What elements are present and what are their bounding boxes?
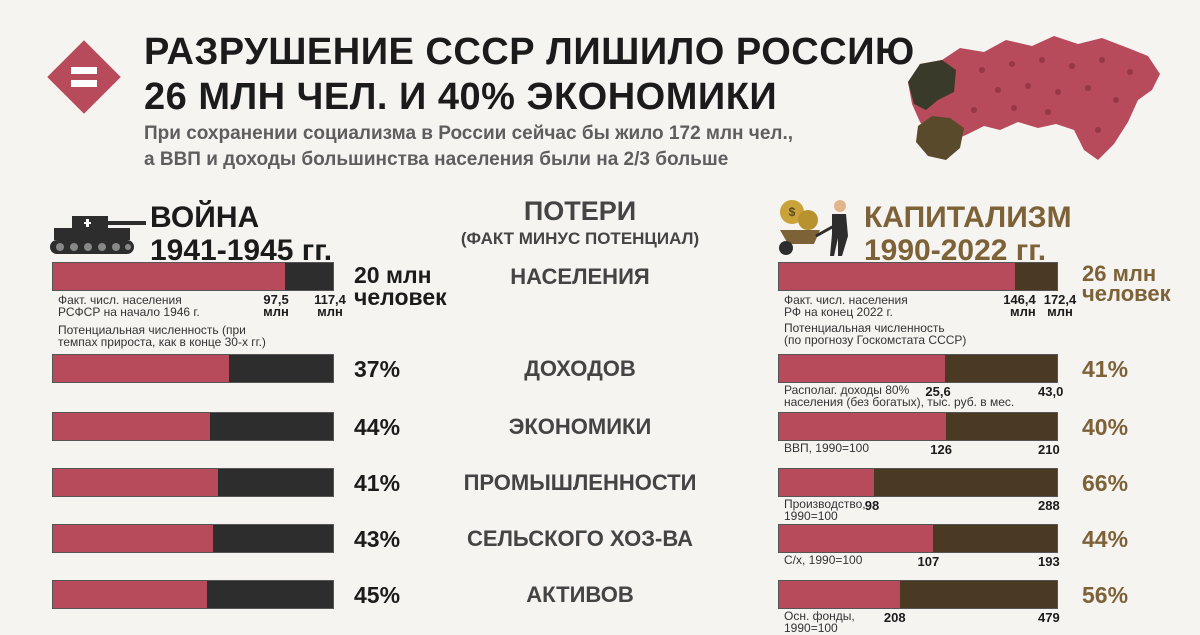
capitalism-bar — [778, 412, 1058, 441]
war-bar — [52, 262, 334, 291]
capitalism-potential-value: 479 — [1038, 610, 1060, 625]
capitalism-bar-loss — [899, 581, 1057, 608]
war-bar-fact — [53, 525, 213, 552]
war-bar — [52, 468, 334, 497]
war-bar-loss — [209, 413, 333, 440]
category-label: СЕЛЬСКОГО ХОЗ-ВА — [466, 526, 694, 551]
capitalism-potential-value: 210 — [1038, 442, 1060, 457]
war-bar-fact — [53, 581, 207, 608]
capitalism-note: С/х, 1990=100 — [784, 553, 863, 567]
war-bar — [52, 524, 334, 553]
capitalism-potential-value: 43,0 — [1038, 384, 1064, 399]
capitalism-loss-label: 40% — [1082, 414, 1129, 440]
capitalism-potential-value: 288 — [1038, 498, 1060, 513]
capitalism-heading: КАПИТАЛИЗМ 1990-2022 гг. — [864, 201, 1072, 267]
capitalism-note: Осн. фонды, 1990=100 — [784, 609, 855, 635]
war-loss-label: 45% — [354, 582, 401, 608]
capitalism-bar-fact — [779, 355, 945, 382]
capitalism-bar-fact — [779, 263, 1016, 290]
capitalism-bar-loss — [933, 525, 1057, 552]
war-loss-label: 20 млн человек — [354, 262, 447, 310]
war-bar-loss — [207, 581, 333, 608]
war-bar-fact — [53, 263, 286, 290]
capitalism-bar-loss — [1015, 263, 1057, 290]
capitalism-potential-value: 172,4 млн — [1043, 292, 1077, 319]
page-subtitle: При сохранении социализма в России сейча… — [144, 123, 794, 170]
capitalism-bar-loss — [873, 469, 1057, 496]
capitalism-loss-label: 41% — [1082, 356, 1129, 382]
capitalism-loss-label: 56% — [1082, 582, 1129, 608]
war-bar-fact — [53, 413, 210, 440]
war-potential-value: 117,4 млн — [314, 292, 346, 319]
capitalism-fact-value: 146,4 млн — [1003, 292, 1036, 319]
wheelbarrow-money-icon: $ — [779, 200, 848, 256]
war-loss-label: 44% — [354, 414, 401, 440]
capitalism-bar — [778, 468, 1058, 497]
war-bar — [52, 412, 334, 441]
capitalism-fact-note: Факт. числ. населения РФ на конец 2022 г. — [784, 293, 908, 319]
war-loss-label: 37% — [354, 356, 401, 382]
category-label: ПРОМЫШЛЕННОСТИ — [463, 470, 697, 495]
capitalism-fact-value: 107 — [917, 554, 940, 569]
russia-money-map-icon — [908, 36, 1160, 160]
war-bar-loss — [285, 263, 333, 290]
war-fact-value: 97,5 млн — [263, 292, 289, 319]
capitalism-note: ВВП, 1990=100 — [784, 441, 870, 455]
equal-sign-logo-icon — [47, 40, 121, 114]
svg-text:$: $ — [789, 205, 796, 219]
war-bar-fact — [53, 355, 230, 382]
war-potential-note: Потенциальная численность (при темпах при… — [58, 323, 266, 349]
war-loss-label: 41% — [354, 470, 401, 496]
capitalism-bar-fact — [779, 525, 934, 552]
war-bar-fact — [53, 469, 219, 496]
capitalism-note: Располаг. доходы 80% населения (без богат… — [784, 383, 1015, 409]
capitalism-bar-fact — [779, 413, 946, 440]
capitalism-fact-value: 208 — [883, 610, 906, 625]
capitalism-note: Производство, 1990=100 — [784, 497, 866, 523]
war-bar-loss — [212, 525, 333, 552]
losses-title: ПОТЕРИ — [523, 196, 637, 226]
capitalism-bar-loss — [944, 355, 1057, 382]
capitalism-potential-note: Потенциальная численность (по прогнозу Го… — [784, 321, 967, 347]
losses-subtitle: (ФАКТ МИНУС ПОТЕНЦИАЛ) — [460, 229, 700, 248]
page-title: РАЗРУШЕНИЕ СССР ЛИШИЛО РОССИЮ 26 МЛН ЧЕЛ… — [144, 31, 915, 118]
capitalism-fact-value: 126 — [930, 442, 952, 457]
capitalism-bar — [778, 580, 1058, 609]
category-label: ЭКОНОМИКИ — [508, 414, 652, 439]
war-bar — [52, 354, 334, 383]
category-label: НАСЕЛЕНИЯ — [510, 264, 650, 289]
capitalism-fact-value: 25,6 — [925, 384, 951, 399]
war-bar-loss — [218, 469, 333, 496]
category-label: ДОХОДОВ — [524, 356, 636, 381]
capitalism-bar-fact — [779, 581, 900, 608]
capitalism-bar-fact — [779, 469, 874, 496]
war-fact-note: Факт. числ. населения РСФСР на начало 194… — [58, 293, 200, 319]
capitalism-loss-label: 44% — [1082, 526, 1129, 552]
capitalism-bar — [778, 524, 1058, 553]
capitalism-bar-loss — [945, 413, 1057, 440]
tank-icon — [50, 216, 146, 254]
capitalism-potential-value: 193 — [1038, 554, 1060, 569]
category-label: АКТИВОВ — [526, 582, 634, 607]
war-bar — [52, 580, 334, 609]
capitalism-loss-label: 26 млн человек — [1082, 261, 1171, 306]
capitalism-bar — [778, 262, 1058, 291]
war-heading: ВОЙНА 1941-1945 гг. — [150, 201, 333, 267]
war-loss-label: 43% — [354, 526, 401, 552]
capitalism-loss-label: 66% — [1082, 470, 1129, 496]
capitalism-fact-value: 98 — [864, 498, 880, 513]
capitalism-bar — [778, 354, 1058, 383]
war-bar-loss — [229, 355, 333, 382]
